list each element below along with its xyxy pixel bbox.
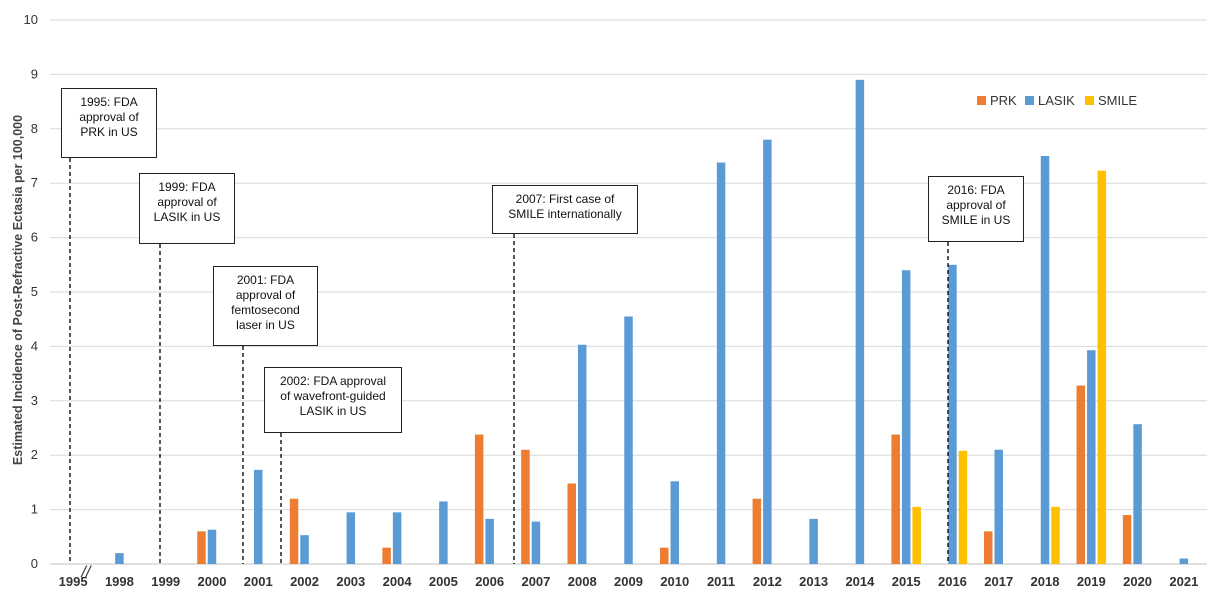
x-tick-label: 2013	[799, 574, 828, 589]
annotation-box-1995: 1995: FDA approval of PRK in US	[61, 88, 157, 158]
bar-lasik-2018	[1040, 156, 1050, 564]
x-tick-label: 2007	[521, 574, 550, 589]
x-tick-label: 2004	[383, 574, 413, 589]
x-tick-label: 2012	[753, 574, 782, 589]
x-tick-label: 2015	[892, 574, 921, 589]
x-tick-label: 2017	[984, 574, 1013, 589]
x-tick-label: 2009	[614, 574, 643, 589]
bar-lasik-2002	[300, 535, 309, 564]
y-tick-label: 2	[31, 447, 38, 462]
bar-lasik-2012	[763, 139, 772, 564]
axis-break-mark: //	[81, 564, 92, 581]
bar-lasik-2009	[624, 316, 633, 564]
x-tick-label: 2000	[198, 574, 227, 589]
bar-prk-2002	[289, 498, 299, 564]
x-tick-label: 2002	[290, 574, 319, 589]
annotation-box-2001: 2001: FDA approval of femtosecond laser …	[213, 266, 318, 346]
bar-lasik-2006	[485, 518, 494, 564]
bar-prk-2015	[891, 434, 900, 564]
bar-lasik-2020	[1133, 424, 1142, 564]
legend-swatch-smile	[1085, 96, 1094, 105]
bar-lasik-2003	[346, 512, 356, 564]
bar-prk-2008	[567, 483, 576, 564]
x-tick-label: 2011	[707, 574, 735, 589]
x-tick-label: 2016	[938, 574, 967, 589]
y-axis-ticks: 0 1 2 3 4 5 6 7 8 9 10	[24, 12, 38, 571]
bar-lasik-2015	[901, 270, 911, 564]
annotation-box-1999: 1999: FDA approval of LASIK in US	[139, 173, 235, 244]
bar-lasik-2013	[809, 518, 818, 564]
y-tick-label: 1	[31, 502, 38, 517]
legend-swatch-prk	[977, 96, 986, 105]
x-tick-label: 1998	[105, 574, 134, 589]
bar-prk-2020	[1122, 515, 1132, 564]
bar-prk-2004	[382, 547, 391, 564]
bar-lasik-2014	[855, 79, 865, 564]
bar-lasik-2007	[531, 521, 541, 564]
bar-smile-2019	[1097, 170, 1107, 565]
x-tick-label: 2001	[244, 574, 273, 589]
x-tick-label: 1995	[59, 574, 88, 589]
annotation-box-2007: 2007: First case of SMILE internationall…	[492, 185, 638, 234]
bar-lasik-2001	[254, 469, 263, 564]
y-tick-label: 0	[31, 556, 38, 571]
x-tick-label: 2010	[660, 574, 689, 589]
bar-lasik-2011	[716, 162, 726, 564]
x-tick-label: 2019	[1077, 574, 1106, 589]
bar-prk-2010	[660, 547, 669, 564]
bar-lasik-2000	[207, 529, 217, 564]
bar-lasik-2019	[1087, 350, 1096, 564]
legend-label-lasik: LASIK	[1038, 93, 1075, 108]
bar-prk-2006	[474, 434, 484, 564]
bar-prk-2019	[1076, 385, 1086, 564]
y-tick-label: 6	[31, 230, 38, 245]
legend-label-smile: SMILE	[1098, 93, 1137, 108]
annotation-lines	[69, 158, 949, 564]
legend-swatch-lasik	[1025, 96, 1034, 105]
bar-smile-2018	[1051, 506, 1060, 564]
legend-label-prk: PRK	[990, 93, 1017, 108]
bar-lasik-2005	[439, 501, 448, 564]
y-tick-label: 7	[31, 175, 38, 190]
y-tick-label: 9	[31, 66, 38, 81]
x-tick-label: 1999	[151, 574, 180, 589]
x-tick-label: 2020	[1123, 574, 1152, 589]
y-tick-label: 4	[31, 338, 38, 353]
bar-lasik-2010	[670, 481, 680, 564]
y-tick-label: 8	[31, 121, 38, 136]
x-tick-label: 2018	[1031, 574, 1060, 589]
bar-lasik-2016	[948, 264, 957, 564]
bar-smile-2016	[958, 450, 968, 564]
x-tick-label: 2008	[568, 574, 597, 589]
bar-smile-2015	[912, 506, 921, 564]
annotation-box-2002: 2002: FDA approval of wavefront-guided L…	[264, 367, 402, 433]
bar-lasik-2017	[994, 449, 1003, 564]
x-tick-label: 2021	[1169, 574, 1198, 589]
bar-lasik-2008	[577, 344, 587, 564]
x-tick-label: 2006	[475, 574, 504, 589]
legend: PRK LASIK SMILE	[977, 93, 1137, 108]
bar-prk-2000	[197, 531, 206, 564]
bar-lasik-2004	[392, 512, 402, 564]
y-tick-label: 3	[31, 393, 38, 408]
bars	[115, 79, 1189, 565]
x-tick-label: 2014	[845, 574, 875, 589]
bar-prk-2007	[521, 449, 530, 564]
y-tick-label: 10	[24, 12, 38, 27]
x-tick-label: 2005	[429, 574, 458, 589]
bar-lasik-2021	[1179, 558, 1189, 564]
y-tick-label: 5	[31, 284, 38, 299]
x-axis-ticks: 1995 1998 1999 2000 2001 2002 2003 2004 2005 2006…	[59, 574, 1199, 589]
x-tick-label: 2003	[336, 574, 365, 589]
annotation-box-2016: 2016: FDA approval of SMILE in US	[928, 176, 1024, 242]
y-axis-label: Estimated Incidence of Post-Refractive E…	[11, 115, 25, 465]
bar-prk-2012	[752, 498, 762, 564]
bar-lasik-1998	[115, 553, 124, 564]
bar-prk-2017	[983, 531, 993, 564]
